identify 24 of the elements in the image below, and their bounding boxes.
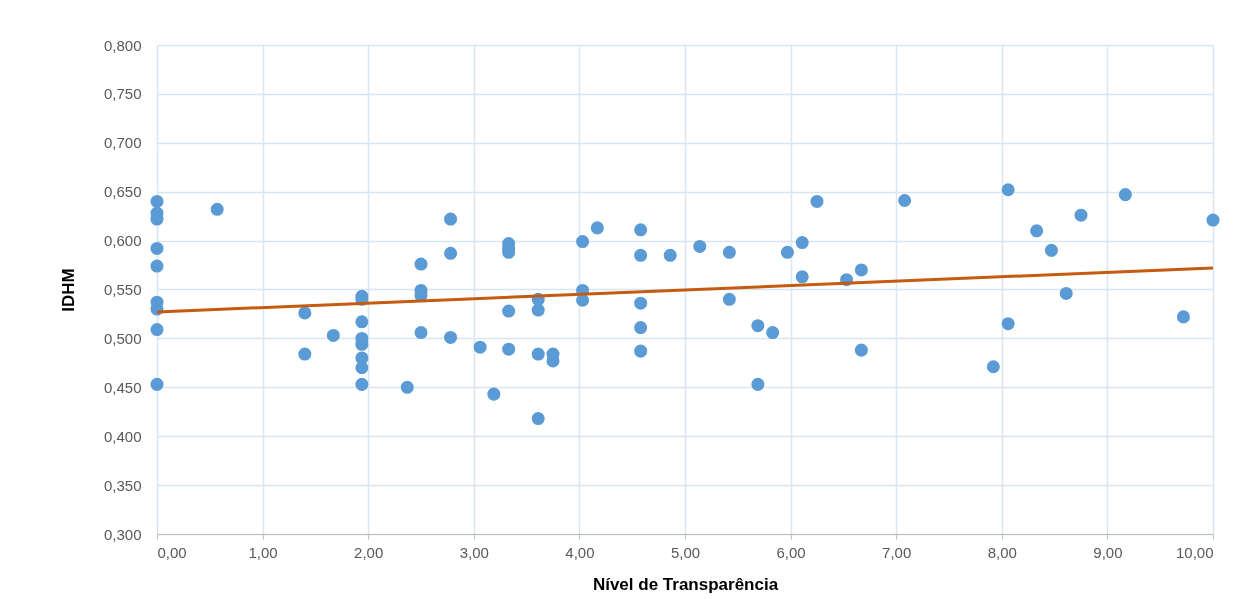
x-axis-title: Nível de Transparência [592,574,779,594]
x-tick-label: 6,00 [776,543,806,561]
y-tick-label: 0,500 [103,329,142,347]
y-tick-label: 0,750 [103,85,142,103]
y-tick-label: 0,550 [103,281,142,298]
x-tick-label: 2,00 [354,543,384,561]
x-tick-label: 7,00 [882,543,912,561]
y-tick-label: 0,650 [103,183,142,201]
x-tick-label: 1,00 [248,543,278,561]
y-tick-label: 0,700 [103,134,142,152]
y-tick-label: 0,300 [103,525,142,543]
x-tick-label: 0,00 [157,543,187,561]
y-axis-title: IDHM [58,268,78,312]
x-tick-label: 8,00 [987,543,1017,561]
x-tick-label: 5,00 [670,543,701,561]
y-tick-label: 0,450 [103,378,142,396]
x-tick-label: 3,00 [459,543,489,561]
x-tick-label: 9,00 [1093,543,1123,561]
y-tick-label: 0,600 [103,232,142,250]
y-tick-label: 0,800 [103,36,142,54]
y-tick-label: 0,350 [103,476,142,494]
x-tick-label: 4,00 [565,543,595,561]
x-tick-label: 10,00 [1175,543,1214,561]
y-tick-label: 0,400 [103,427,142,445]
